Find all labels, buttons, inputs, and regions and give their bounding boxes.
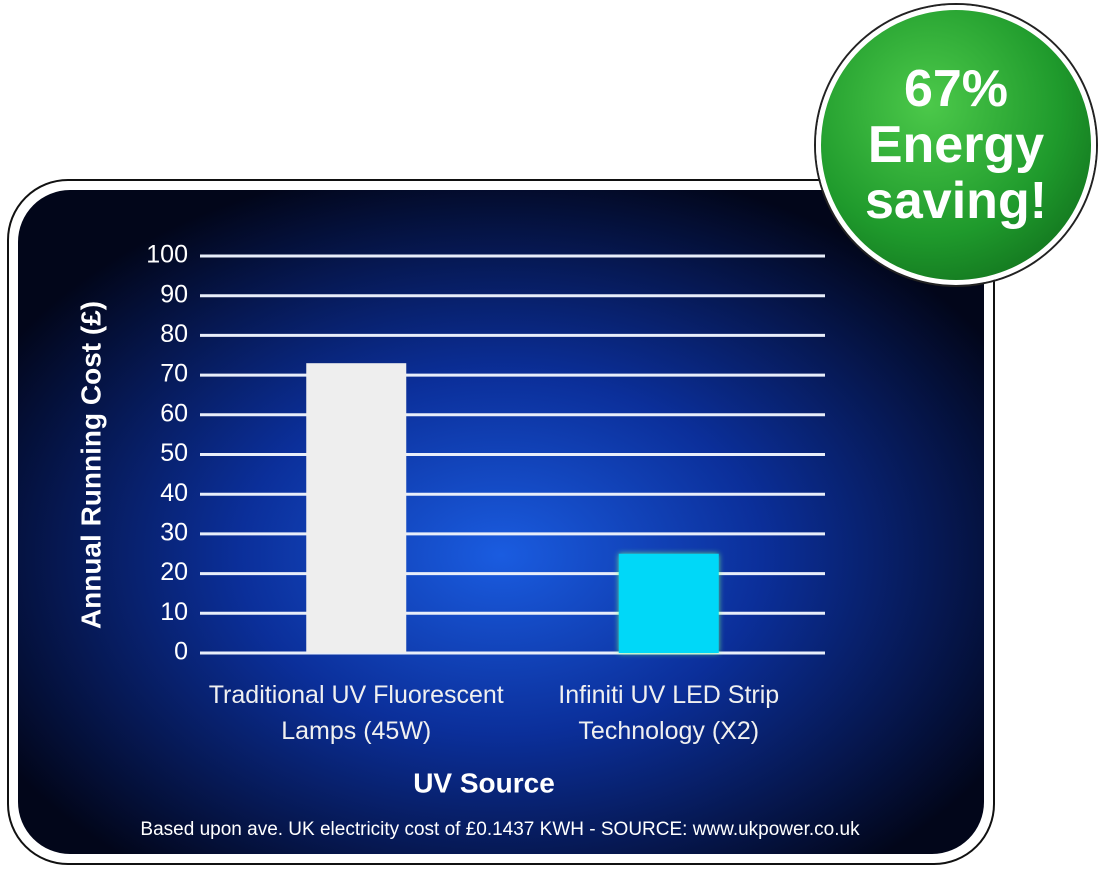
y-tick-label: 100 (146, 241, 188, 269)
y-tick-label: 80 (160, 320, 188, 348)
bar (618, 553, 719, 653)
y-tick-label: 30 (160, 519, 188, 547)
x-tick-label: Infiniti UV LED Strip Technology (X2) (558, 681, 780, 745)
y-tick-label: 20 (160, 558, 188, 586)
panel (18, 190, 984, 854)
x-tick-label: Traditional UV Fluorescent Lamps (45W) (208, 681, 504, 745)
footnote: Based upon ave. UK electricity cost of £… (140, 819, 860, 840)
x-axis-title: UV Source (413, 767, 555, 798)
bar (306, 363, 407, 653)
y-tick-label: 10 (160, 598, 188, 626)
y-tick-label: 60 (160, 399, 188, 427)
y-tick-label: 70 (160, 360, 188, 388)
badge: 67% Energy saving! (816, 5, 1096, 285)
y-tick-label: 90 (160, 280, 188, 308)
y-tick-label: 0 (174, 638, 188, 666)
badge-text: 67% Energy saving! (864, 60, 1048, 230)
y-axis-title: Annual Running Cost (£) (75, 301, 106, 629)
y-tick-label: 50 (160, 439, 188, 467)
y-tick-label: 40 (160, 479, 188, 507)
